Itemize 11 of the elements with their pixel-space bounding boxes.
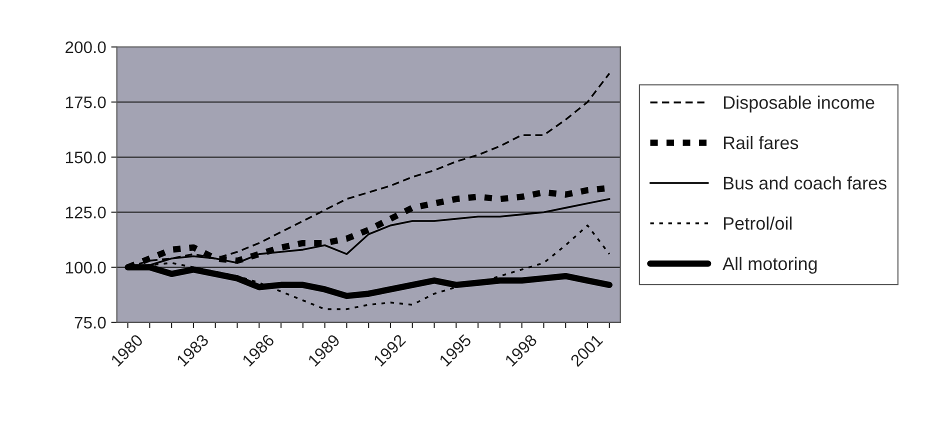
legend-label: All motoring — [722, 256, 817, 274]
legend-label: Rail fares — [724, 136, 798, 150]
y-tick-label: 200.0 — [66, 41, 106, 54]
y-tick-label: 150.0 — [66, 152, 106, 164]
legend-label: Petrol/oil — [724, 216, 792, 230]
y-tick-label: 75.0 — [74, 316, 106, 329]
y-tick-label: 175.0 — [66, 96, 106, 108]
legend-label: Bus and coach fares — [724, 176, 886, 190]
y-tick-label: 100.0 — [66, 262, 106, 274]
legend-label: Disposable income — [724, 96, 874, 112]
y-tick-label: 125.0 — [66, 206, 106, 218]
